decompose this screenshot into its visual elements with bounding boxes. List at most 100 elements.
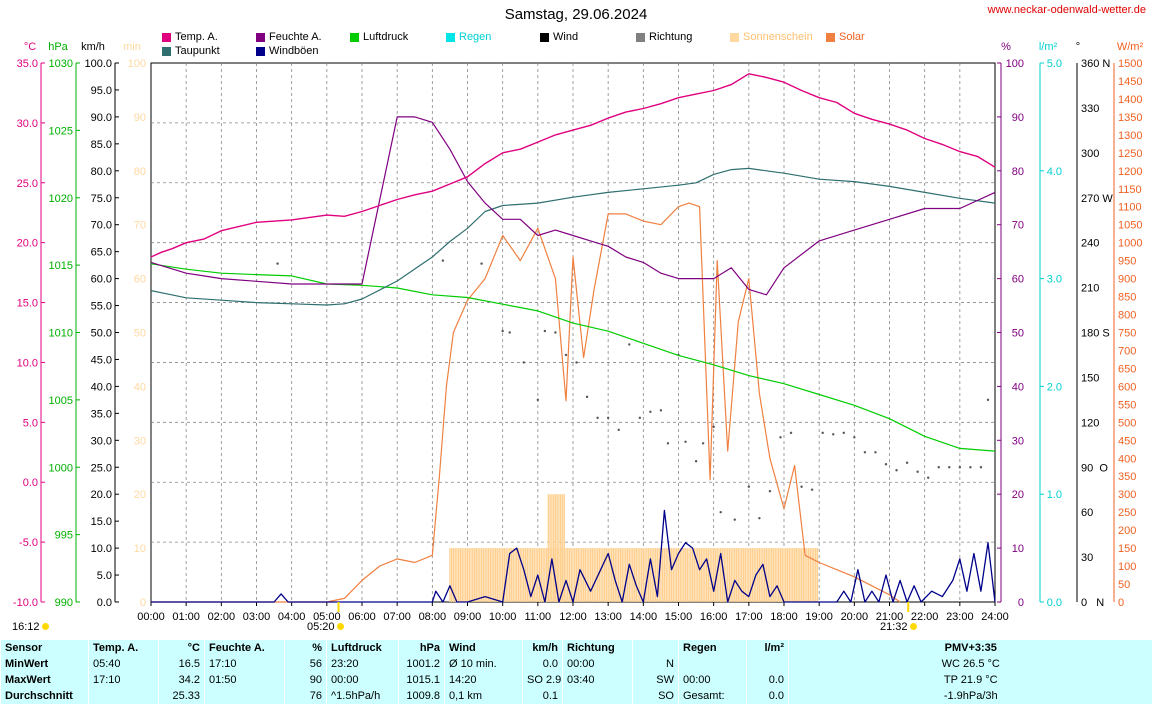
direction-point (585, 395, 589, 399)
series-line-solar (151, 202, 901, 603)
direction-point (853, 436, 856, 439)
direction-point (694, 460, 698, 463)
time-tick-label: 14:00 (630, 611, 658, 623)
pressure-axis-unit: hPa (48, 41, 68, 53)
wind-tick-label: 60.0 (91, 274, 112, 286)
temp-tick-label: 25.0 (17, 178, 38, 190)
legend-item: Richtung (636, 31, 692, 43)
stats-cell: 1009.8 (398, 688, 445, 704)
direction-point (821, 431, 824, 435)
stats-cell: 34.2 (158, 672, 205, 688)
direction-point (617, 428, 620, 432)
solar-tick-label: 950 (1118, 256, 1136, 268)
direction-point (969, 466, 972, 469)
direction-series (276, 259, 990, 521)
legend-label: Temp. A. (175, 31, 218, 43)
wind-tick-label: 65.0 (91, 247, 112, 259)
legend-swatch (350, 32, 359, 42)
wind-tick-label: 5.0 (97, 570, 112, 582)
solar-tick-label: 400 (1118, 453, 1136, 465)
direction-point (916, 470, 919, 473)
time-tick-label: 05:00 (313, 611, 341, 623)
wind-tick-label: 15.0 (91, 516, 112, 528)
direction-point (733, 518, 736, 521)
wind-tick-label: 95.0 (91, 85, 112, 97)
wind-axis-unit: km/h (81, 41, 105, 53)
direction-tick-label: 360 N (1081, 58, 1110, 70)
series-line-temp-a (150, 73, 996, 258)
rain-tick-label: 3.0 (1047, 274, 1062, 286)
direction-point (638, 416, 642, 420)
time-tick-label: 04:00 (278, 611, 306, 623)
sunshine-tick-label: 10 (134, 543, 146, 555)
wind-tick-label: 55.0 (91, 301, 112, 313)
direction-point (926, 476, 930, 479)
plot-area (150, 62, 996, 603)
stats-cell: 0,1 km (444, 688, 523, 704)
legend-label: Richtung (649, 31, 693, 43)
direction-point (979, 466, 983, 469)
stats-cell: 03:40 (562, 672, 633, 688)
direction-point (684, 440, 687, 443)
stats-cell: 0.0 (522, 656, 563, 672)
stats-cell: 1001.2 (398, 656, 445, 672)
stats-cell: 90 (284, 672, 327, 688)
wind-tick-label: 80.0 (91, 166, 112, 178)
direction-tick-label: 330 (1081, 103, 1099, 115)
stats-cell: 00:00 (326, 672, 399, 688)
solar-tick-label: 300 (1118, 489, 1136, 501)
humidity-tick-label: 80 (1012, 166, 1024, 178)
rain-tick-label: 0.0 (1047, 597, 1062, 609)
legend-swatch (162, 46, 171, 56)
temp-tick-label: -5.0 (19, 537, 38, 549)
solar-tick-label: 1250 (1118, 148, 1142, 160)
stats-header-cell: PMV+3:35 (788, 640, 1152, 656)
pressure-tick-label: 1015 (49, 260, 73, 272)
sunrise-time: 05:20 (307, 621, 344, 633)
sunshine-tick-label: 60 (134, 274, 146, 286)
sunshine-tick-label: 20 (134, 489, 146, 501)
sunshine-axis-unit: min (123, 41, 141, 53)
stats-cell: 05:40 (88, 656, 159, 672)
rain-tick-label: 1.0 (1047, 489, 1062, 501)
wind-tick-label: 40.0 (91, 381, 112, 393)
legend-label: Luftdruck (363, 31, 409, 43)
pressure-tick-label: 1010 (49, 328, 73, 340)
temp-tick-label: 20.0 (17, 238, 38, 250)
direction-point (937, 466, 940, 469)
direction-point (701, 442, 705, 445)
time-tick-label: 08:00 (419, 611, 447, 623)
legend-swatch (446, 32, 455, 42)
pressure-tick-label: 1025 (49, 125, 73, 137)
direction-point (810, 488, 814, 491)
humidity-axis-unit: % (1001, 41, 1011, 53)
legend-label: Solar (839, 31, 865, 43)
time-tick-label: 10:00 (489, 611, 517, 623)
pressure-tick-label: 1005 (49, 395, 73, 407)
solar-tick-label: 1300 (1118, 130, 1142, 142)
time-tick-label: 07:00 (383, 611, 411, 623)
website-link[interactable]: www.neckar-odenwald-wetter.de (987, 4, 1146, 16)
stats-header-cell: l/m² (746, 640, 789, 656)
stats-cell: N (632, 656, 679, 672)
direction-tick-label: 240 (1081, 238, 1099, 250)
stats-row-avg: Durchschnitt 25.33 76 ^1.5hPa/h 1009.8 0… (0, 688, 1152, 704)
legend-swatch (162, 32, 171, 42)
solar-tick-label: 250 (1118, 507, 1136, 519)
solar-tick-label: 100 (1118, 561, 1136, 573)
stats-header-cell: Feuchte A. (204, 640, 285, 656)
stats-cell (746, 656, 789, 672)
direction-point (564, 353, 568, 357)
time-tick-label: 20:00 (841, 611, 869, 623)
time-tick-label: 23:00 (946, 611, 974, 623)
legend-label: Taupunkt (175, 45, 220, 57)
legend-item: Feuchte A. (256, 31, 322, 43)
sunshine-tick-label: 90 (134, 112, 146, 124)
legend-swatch (826, 32, 835, 42)
wind-tick-label: 20.0 (91, 489, 112, 501)
time-tick-label: 16:00 (700, 611, 728, 623)
time-tick-label: 00:00 (137, 611, 165, 623)
wind-tick-label: 100.0 (84, 58, 112, 70)
wind-tick-label: 75.0 (91, 193, 112, 205)
chart-title: Samstag, 29.06.2024 (504, 6, 648, 23)
